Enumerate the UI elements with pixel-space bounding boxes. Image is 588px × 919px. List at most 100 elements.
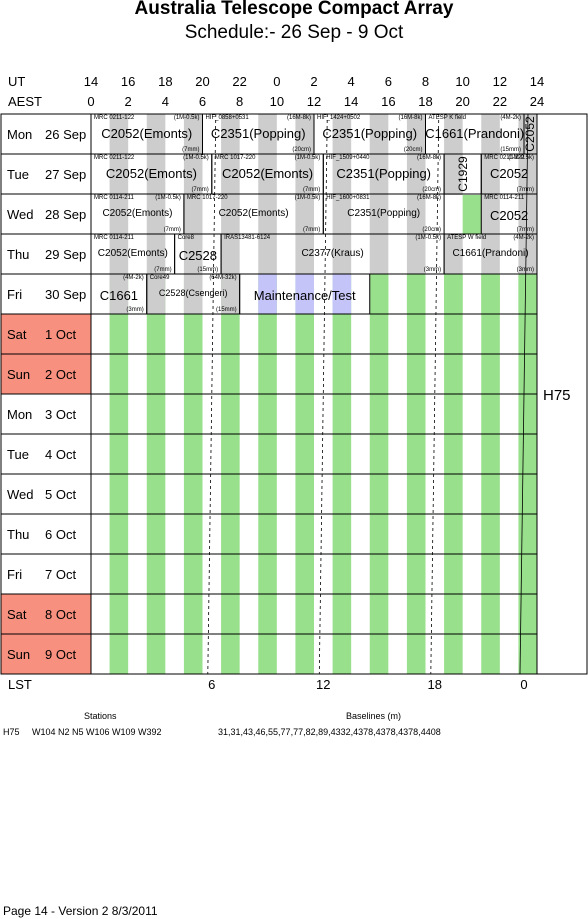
day-cell: Wed 28 Sep	[1, 194, 91, 234]
schedule-block: Core49 (64M-32k) C2528(Csengeri) (15mm)	[147, 274, 240, 314]
stripe	[444, 594, 463, 634]
stripe	[406, 634, 426, 674]
day-of-week: Fri	[7, 287, 23, 302]
block-filter: (15mm)	[215, 307, 237, 313]
stripe	[109, 594, 129, 634]
schedule-block: HIF_1509+0440 (16M-8k) C2351(Popping) (20cm…	[323, 154, 444, 194]
day-of-week: Sun	[7, 647, 31, 662]
stripe	[444, 514, 463, 554]
aest-tick: 20	[455, 94, 470, 109]
stripe	[183, 434, 203, 474]
block-source: MRC 0114-211	[94, 195, 134, 201]
day-of-week: Wed	[7, 487, 34, 502]
ut-label: UT	[8, 74, 26, 89]
day-of-week: Sat	[7, 607, 27, 622]
stripe	[332, 634, 352, 674]
baselines-list: 31,31,43,46,55,77,77,82,89,4332,4378,437…	[218, 727, 441, 737]
stripe	[462, 195, 482, 234]
block-source: MRC 0211-122	[94, 155, 135, 161]
block-project: C2528	[178, 248, 217, 263]
stripe	[258, 354, 277, 394]
stripe	[481, 434, 500, 474]
block-project: C2052(Emonts)	[218, 208, 289, 219]
schedule-block: MRC 1017-220 (1M-0.5k) C2052(Emonts) (7mm)	[184, 194, 323, 234]
page-subtitle: Schedule:- 26 Sep - 9 Oct	[184, 22, 404, 43]
day-cell: Sat 8 Oct	[1, 594, 91, 634]
stripe	[221, 554, 240, 594]
stripe	[523, 274, 537, 674]
stripe	[481, 554, 500, 594]
block-project: C2052	[489, 208, 529, 223]
day-date: 29 Sep	[45, 247, 87, 262]
block-source: HIF_1600+0831	[326, 195, 370, 201]
stations-label: Stations	[84, 711, 117, 721]
block-source: HIF_0858+0531	[205, 115, 249, 121]
schedule-block: MRC 0114-211 C2052 (7mm)	[481, 194, 537, 234]
block-project: C2351(Popping)	[322, 126, 418, 141]
aest-tick: 18	[418, 94, 433, 109]
stripe	[258, 634, 277, 674]
day-cell: Sun 9 Oct	[1, 634, 91, 674]
block-filter: (7mm)	[191, 187, 209, 193]
aest-tick: 24	[529, 94, 545, 109]
day-date: 8 Oct	[45, 607, 77, 622]
block-bandwidth: (4M-2k)	[123, 275, 144, 281]
schedule-block: HIF_1600+0831 (16M-8k) C2351(Popping) (20cm…	[323, 194, 444, 234]
stripe	[109, 474, 129, 514]
block-bandwidth: (1M-0.5k)	[294, 155, 321, 161]
day-cell: Thu 6 Oct	[1, 514, 91, 554]
stripe	[258, 314, 277, 354]
stripe	[481, 354, 500, 394]
day-cell: Tue 27 Sep	[1, 154, 91, 194]
stripe	[183, 554, 203, 594]
stripe	[369, 594, 389, 634]
stripe	[258, 554, 277, 594]
day-date: 30 Sep	[45, 287, 87, 302]
block-project: C1661(Prandoni)	[452, 248, 529, 259]
stripe	[332, 354, 352, 394]
day-date: 2 Oct	[45, 367, 77, 382]
stripe	[444, 274, 463, 314]
block-source: HIF_1424+0502	[317, 115, 361, 121]
schedule-block: ATESP K field (4M-2k) C1661(Prandoni) (15mm…	[425, 114, 524, 154]
stripe	[332, 514, 352, 554]
stripe	[406, 514, 426, 554]
aest-tick: 12	[306, 94, 322, 109]
stripe	[444, 354, 463, 394]
stations-list: W104 N2 N5 W106 W109 W392	[32, 727, 162, 737]
stripe	[295, 354, 314, 394]
day-date: 9 Oct	[45, 647, 77, 662]
stripe	[444, 634, 463, 674]
ut-tick: 12	[492, 74, 508, 89]
schedule-block: ATESP W field (4M-2k) C1661(Prandoni) (3mm)	[444, 234, 537, 274]
block-source: Core49	[149, 275, 170, 281]
block-project: C2052(Emonts)	[102, 208, 173, 219]
schedule-block: MRC 0114-211 (1M-0.5k) C2052(Emonts) (7mm)	[91, 194, 184, 234]
block-project: C2351(Popping)	[210, 126, 306, 141]
block-project: C2052	[489, 166, 529, 181]
stripe	[221, 314, 240, 354]
stripe	[183, 354, 203, 394]
stripe	[332, 314, 352, 354]
stripe	[295, 514, 314, 554]
block-project: C2351(Popping)	[347, 208, 421, 219]
day-cell: Fri 30 Sep	[1, 274, 91, 314]
block-bandwidth: (4M-2k)	[513, 235, 534, 241]
stripe	[369, 354, 389, 394]
block-filter: (15mm)	[197, 267, 219, 273]
stripe	[369, 274, 389, 314]
stripe	[221, 394, 240, 434]
day-cell: Tue 4 Oct	[1, 434, 91, 474]
stripe	[444, 434, 463, 474]
aest-tick: 14	[343, 94, 359, 109]
stripe	[332, 554, 352, 594]
stripe	[332, 594, 352, 634]
stripe	[332, 434, 352, 474]
block-bandwidth: (16M-8k)	[417, 195, 442, 201]
day-of-week: Fri	[7, 567, 23, 582]
footer-config: H75	[3, 727, 20, 737]
stripe	[183, 634, 203, 674]
block-filter: (20cm)	[422, 187, 442, 193]
ut-tick: 16	[120, 74, 136, 89]
block-source: MRC 0211-122	[94, 115, 135, 121]
